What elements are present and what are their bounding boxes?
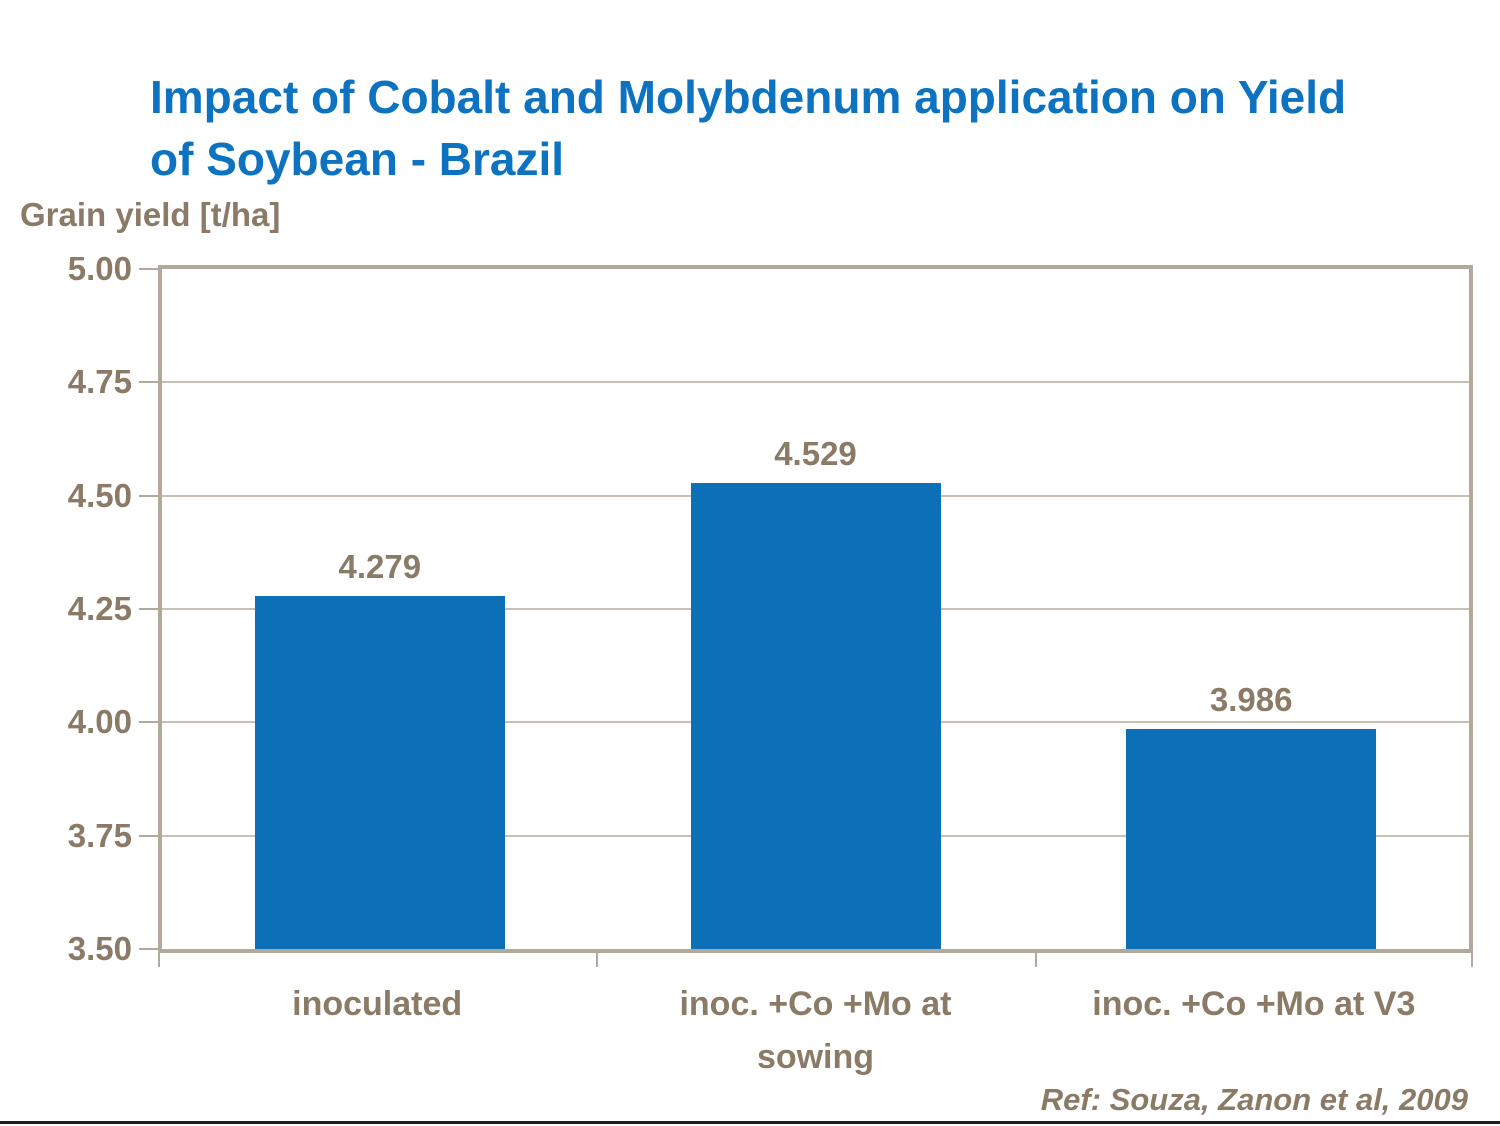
ytick-mark: [139, 948, 158, 950]
plot-area: 4.279 4.529 3.986: [158, 265, 1473, 953]
bar-value-label: 4.529: [774, 434, 857, 472]
chart-bar-2: [690, 482, 941, 949]
gridline: [162, 381, 1469, 384]
chart-title-line1: Impact of Cobalt and Molybdenum applicat…: [150, 71, 1347, 123]
chart-title-line2: of Soybean - Brazil: [150, 133, 565, 185]
ytick-mark: [139, 381, 158, 384]
ytick-label: 4.25: [67, 590, 132, 627]
xtick-mark: [158, 953, 160, 967]
ytick-mark: [139, 834, 158, 837]
ytick-label: 4.75: [67, 363, 132, 401]
chart-bar-3: [1126, 728, 1377, 949]
bar-value-label: 3.986: [1209, 680, 1293, 718]
category-label-3: inoc. +Co +Mo at V3: [1035, 978, 1473, 1031]
ytick-label: 5.00: [67, 250, 132, 287]
category-label-line: inoc. +Co +Mo at V3: [1092, 985, 1416, 1023]
category-label-2: inoc. +Co +Mo at sowing: [596, 978, 1034, 1084]
ytick-label: 3.50: [67, 930, 132, 967]
bottom-rule: [0, 1121, 1500, 1124]
category-label-line: inoc. +Co +Mo at: [679, 985, 952, 1023]
xtick-mark: [596, 953, 599, 967]
ytick-mark: [139, 494, 158, 497]
xtick-mark: [1471, 953, 1473, 967]
reference-text: Ref: Souza, Zanon et al, 2009: [1040, 1082, 1468, 1117]
y-axis-title: Grain yield [t/ha]: [20, 196, 281, 233]
category-label-line: sowing: [756, 1038, 875, 1076]
ytick-label: 4.00: [67, 703, 132, 741]
chart-bar-1: [254, 595, 505, 949]
ytick-mark: [139, 608, 158, 610]
ytick-mark: [139, 268, 158, 270]
xtick-mark: [1034, 953, 1037, 967]
category-label-line: inoculated: [292, 985, 463, 1023]
ytick-label: 3.75: [67, 816, 132, 854]
chart-title: Impact of Cobalt and Molybdenum applicat…: [150, 66, 1480, 190]
ytick-label: 4.50: [67, 476, 132, 514]
ytick-mark: [139, 721, 158, 724]
category-label-1: inoculated: [158, 978, 596, 1031]
bar-value-label: 4.279: [338, 547, 422, 585]
